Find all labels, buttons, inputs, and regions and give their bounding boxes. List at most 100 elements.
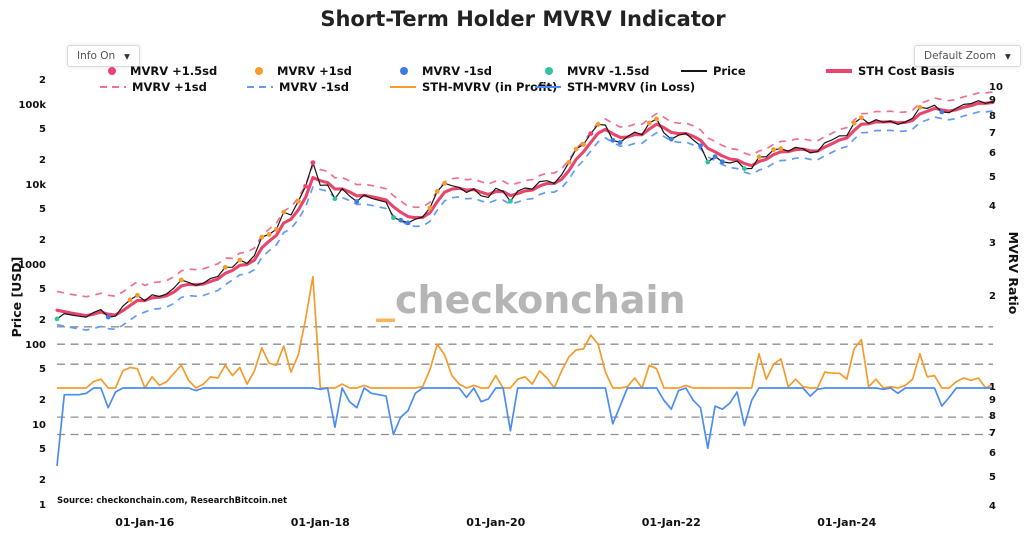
y-axis-right-tick: 8 (989, 410, 996, 422)
legend-item-mvrv-1sd-dashed-line[interactable]: MVRV +1sd (100, 80, 207, 94)
y-axis-left-tick: 2 (39, 395, 46, 407)
y-axis-left-tick: 5 (39, 203, 46, 215)
mvrv-plus1sd-marker (654, 116, 659, 122)
mvrv-plus1sd-marker (427, 205, 433, 211)
mvrv-plus1sd-marker (274, 226, 279, 232)
mvrv-plus1sd-marker (566, 160, 572, 165)
mvrv-plus1sd-marker (771, 147, 776, 153)
y-axis-right-tick: 6 (989, 448, 996, 460)
y-axis-left-tick: 1 (39, 499, 46, 511)
y-axis-right-tick: 6 (989, 148, 996, 160)
y-axis-left-tick: 2 (39, 235, 46, 247)
chevron-down-icon: ▼ (124, 51, 130, 61)
chart-title: Short-Term Holder MVRV Indicator (320, 7, 726, 31)
mvrv-minus1.5sd-marker (508, 198, 513, 204)
x-axis-tick: 01-Jan-18 (290, 516, 350, 529)
legend-item-mvrv-1sd-dot[interactable]: MVRV -1sd (392, 64, 492, 78)
zoom-dropdown-label: Default Zoom (924, 50, 996, 62)
dashed-line-icon (100, 85, 126, 89)
zoom-dropdown[interactable]: Default Zoom ▼ (914, 45, 1021, 67)
legend-item-price-line[interactable]: Price (681, 64, 746, 78)
mvrv-minus1.5sd-marker (705, 159, 711, 165)
mvrv-minus1sd-marker (405, 220, 411, 226)
y-axis-right-tick: 5 (989, 171, 996, 183)
sth-mvrv-profit-line (57, 275, 994, 389)
legend-item-mvrv-1-5sd-dot[interactable]: MVRV +1.5sd (100, 64, 217, 78)
legend-item-mvrv-1-5sd-dot[interactable]: MVRV -1.5sd (537, 64, 649, 78)
legend-item-sth-mvrv-in-loss--line[interactable]: STH-MVRV (in Loss) (535, 80, 695, 94)
mvrv-plus1sd-marker (266, 232, 272, 237)
mvrv-minus1sd-marker (617, 140, 623, 145)
y-axis-right-tick: 4 (989, 500, 996, 512)
mvrv-plus1sd-marker (127, 297, 133, 303)
dot-marker-icon (247, 67, 271, 75)
right-axis-title: MVRV Ratio (1006, 231, 1021, 315)
y-axis-right-tick: 2 (989, 291, 996, 303)
mvrv-plus1sd-marker (135, 292, 140, 298)
dot-marker-icon (537, 67, 561, 75)
mvrv-plus1sd-marker (917, 104, 923, 110)
y-axis-left-tick: 1000 (18, 259, 46, 271)
y-axis-right-tick: 7 (989, 127, 996, 139)
legend-item-label: STH-MVRV (in Loss) (567, 80, 696, 94)
line-icon (681, 69, 707, 73)
watermark: _checkonchain (376, 278, 686, 322)
mvrv-minus1sd-marker (720, 159, 725, 165)
legend-item-label: Price (713, 64, 746, 78)
x-axis-tick: 01-Jan-20 (466, 516, 526, 529)
y-axis-left-tick: 2 (39, 155, 46, 167)
mvrv-minus1sd-marker (398, 217, 404, 223)
mvrv-minus1sd-marker (712, 154, 718, 160)
mvrv-plus1sd-marker (178, 277, 184, 283)
legend-item-label: MVRV -1.5sd (567, 64, 650, 78)
mvrv-minus1sd-marker (939, 109, 945, 115)
mvrv-plus1.5sd-marker (310, 160, 316, 166)
legend-item-mvrv-1sd-dot[interactable]: MVRV +1sd (247, 64, 352, 78)
y-axis-left-tick: 2 (39, 475, 46, 487)
x-axis-tick: 01-Jan-22 (641, 516, 701, 529)
mvrv-minus1.5sd-marker (742, 166, 747, 172)
y-axis-left-tick: 5 (39, 283, 46, 295)
mvrv-plus1sd-marker (222, 264, 228, 270)
mvrv-minus1sd-marker (354, 199, 360, 204)
mvrv-plus1sd-marker (851, 120, 857, 126)
y-axis-right-tick: 3 (989, 238, 996, 250)
y-axis-left-tick: 2 (39, 315, 46, 327)
mvrv-minus1.5sd-marker (54, 316, 60, 322)
mvrv-plus1sd-marker (281, 209, 287, 215)
mvrv-minus1sd-marker (668, 136, 674, 142)
y-axis-left-tick: 10k (25, 179, 46, 191)
line-icon (535, 85, 561, 89)
mvrv-minus1sd-marker (610, 137, 616, 143)
legend-item-mvrv-1sd-dashed-line[interactable]: MVRV -1sd (247, 80, 349, 94)
line-icon (826, 69, 852, 73)
x-axis-tick: 01-Jan-24 (817, 516, 877, 529)
y-axis-left-tick: 10 (32, 419, 46, 431)
y-axis-left-tick: 100 (25, 339, 46, 351)
y-axis-right-tick: 1 (989, 381, 996, 393)
legend-item-sth-mvrv-in-profit--line[interactable]: STH-MVRV (in Profit) (390, 80, 557, 94)
sth-mvrv-loss-line (56, 387, 993, 466)
y-axis-left-tick: 5 (39, 123, 46, 135)
y-axis-right-tick: 10 (989, 81, 1003, 93)
legend-item-label: STH Cost Basis (858, 64, 955, 78)
y-axis-right-tick: 9 (989, 395, 996, 407)
legend-item-label: MVRV +1sd (277, 64, 352, 78)
info-dropdown-label: Info On (77, 50, 116, 62)
legend-item-sth-cost-basis-thick-line[interactable]: STH Cost Basis (826, 64, 955, 78)
mvrv-plus1sd-marker (859, 115, 864, 121)
info-dropdown[interactable]: Info On ▼ (67, 45, 140, 67)
mvrv-minus1sd-marker (105, 314, 111, 320)
mvrv-plus1sd-marker (581, 142, 586, 147)
mvrv-minus1.5sd-marker (391, 215, 396, 221)
y-axis-left-tick: 100k (18, 99, 46, 111)
legend-item-label: MVRV -1sd (422, 64, 492, 78)
y-axis-left-tick: 5 (39, 443, 46, 455)
y-axis-left-tick: 5 (39, 363, 46, 375)
mvrv-plus1sd-marker (259, 234, 265, 240)
legend-item-label: MVRV +1sd (132, 80, 207, 94)
mvrv-minus1.5sd-marker (332, 196, 338, 202)
y-axis-right-tick: 9 (989, 95, 996, 107)
